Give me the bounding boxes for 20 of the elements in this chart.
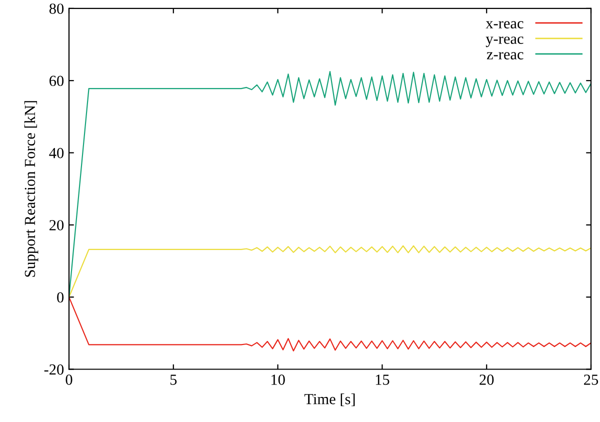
y-tick-label: 40 [49, 148, 64, 158]
x-tick-label: 20 [480, 374, 494, 385]
y-tick-label: -20 [44, 364, 64, 375]
x-tick-label: 25 [584, 374, 598, 385]
x-tick-label: 0 [66, 374, 72, 385]
y-tick-label: 20 [50, 220, 64, 230]
legend-label: x-reac [486, 21, 524, 28]
y-axis-title: Support Reaction Force [kN] [24, 101, 38, 277]
legend-label: z-reac [486, 52, 524, 60]
y-tick-label: 80 [49, 4, 64, 14]
x-axis-title: Time [s] [304, 394, 355, 406]
line-series [69, 71, 591, 298]
x-tick-label: 5 [170, 374, 177, 385]
line-series [69, 245, 591, 298]
x-tick-label: 15 [376, 374, 390, 385]
line-series [69, 296, 591, 352]
y-tick-label: 60 [50, 76, 64, 86]
y-tick-label: 0 [57, 292, 64, 303]
legend-label: y-reac [486, 36, 524, 48]
x-tick-label: 10 [272, 374, 285, 385]
